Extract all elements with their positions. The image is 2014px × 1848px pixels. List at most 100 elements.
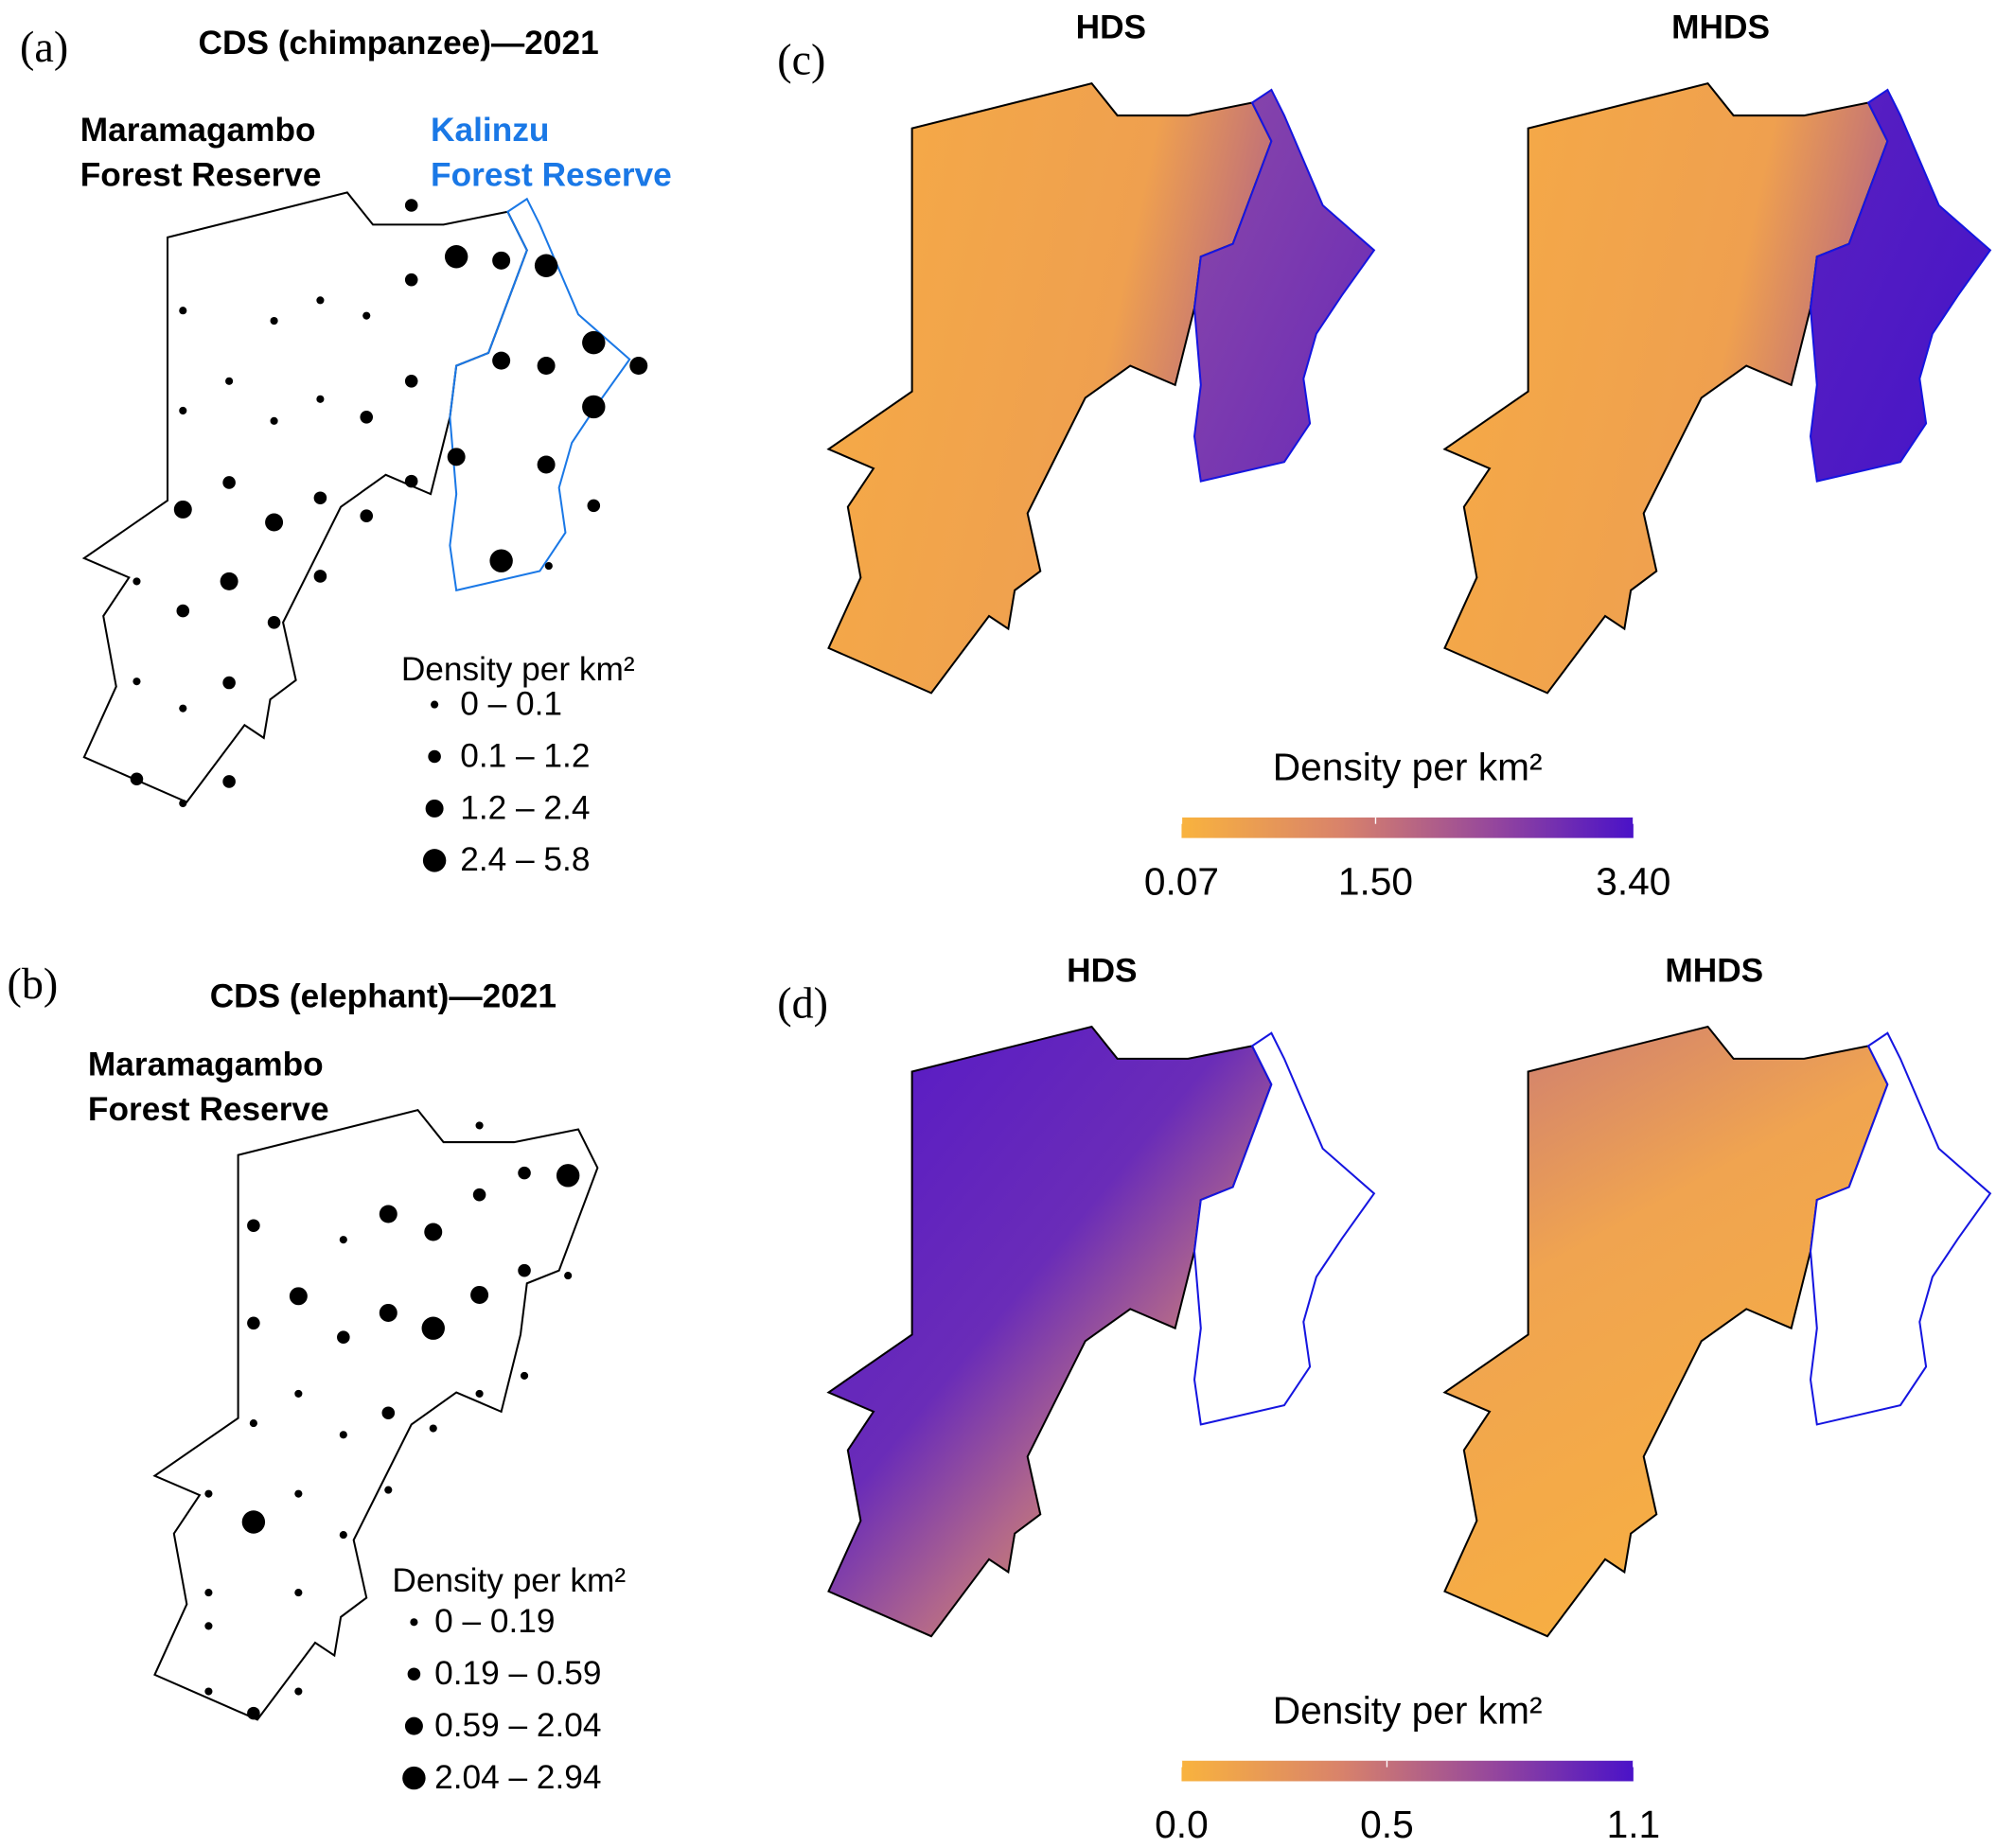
legend-label: 0.59 – 2.04 <box>434 1707 601 1744</box>
survey-point <box>404 375 418 388</box>
survey-point <box>475 1389 484 1398</box>
legend-label: 2.04 – 2.94 <box>434 1759 601 1796</box>
survey-point <box>204 1687 213 1696</box>
survey-point <box>404 199 418 212</box>
map-title: HDS <box>1067 953 1137 990</box>
reserve-label: Maramagambo <box>80 112 316 149</box>
survey-point <box>222 476 236 489</box>
survey-point <box>294 1589 303 1597</box>
survey-point <box>267 616 281 629</box>
reserve-label: Forest Reserve <box>431 157 672 194</box>
legend-symbol <box>402 1766 426 1790</box>
survey-point <box>544 562 553 571</box>
survey-point <box>316 395 325 403</box>
survey-point <box>313 491 327 505</box>
survey-point <box>241 1510 266 1534</box>
colorbar-title: Density per km² <box>1273 746 1543 789</box>
survey-point <box>204 1589 213 1597</box>
survey-point <box>360 411 374 424</box>
panel-title: CDS (chimpanzee)—2021 <box>199 25 599 62</box>
survey-point <box>179 799 187 808</box>
survey-point <box>537 455 556 474</box>
legend-symbol <box>410 1618 418 1627</box>
survey-point <box>270 416 278 425</box>
survey-point <box>247 1316 260 1330</box>
survey-point <box>582 330 606 355</box>
survey-point <box>556 1164 580 1188</box>
survey-point <box>582 395 606 419</box>
survey-point <box>421 1316 445 1340</box>
survey-point <box>564 1272 573 1280</box>
panel-label: (a) <box>20 23 68 71</box>
survey-point <box>204 1489 213 1498</box>
survey-point <box>429 1424 437 1433</box>
legend-label: 0.1 – 1.2 <box>460 737 590 774</box>
survey-point <box>294 1489 303 1498</box>
survey-point <box>520 1371 529 1380</box>
survey-point <box>470 1285 489 1304</box>
survey-point <box>132 577 141 586</box>
survey-point <box>316 296 325 305</box>
panel-label: (c) <box>777 36 825 84</box>
survey-point <box>204 1622 213 1630</box>
survey-point <box>130 772 144 786</box>
survey-point <box>472 1188 486 1202</box>
survey-point <box>379 1205 398 1223</box>
survey-point <box>475 1121 484 1130</box>
survey-point <box>294 1687 303 1696</box>
colorbar <box>1181 817 1634 838</box>
survey-point <box>424 1223 443 1241</box>
survey-point <box>379 1303 398 1322</box>
survey-point <box>447 448 466 466</box>
survey-point <box>404 273 418 287</box>
panel-label: (b) <box>7 959 58 1008</box>
survey-point <box>534 254 558 277</box>
survey-point <box>629 357 648 376</box>
colorbar-tick-label: 1.50 <box>1338 859 1413 903</box>
survey-point <box>294 1389 303 1398</box>
colorbar <box>1181 1760 1634 1782</box>
panel-label: (d) <box>777 979 828 1028</box>
survey-point <box>179 704 187 713</box>
survey-point <box>362 311 371 320</box>
legend-label: 2.4 – 5.8 <box>460 841 590 878</box>
colorbar-tick-label: 1.1 <box>1607 1803 1661 1846</box>
survey-point <box>289 1287 308 1306</box>
legend-symbol <box>428 749 441 764</box>
panel-title: CDS (elephant)—2021 <box>210 978 556 1015</box>
colorbar-tick-label: 0.0 <box>1155 1803 1209 1846</box>
survey-point <box>247 1219 260 1232</box>
map-outlines <box>82 82 1991 1721</box>
survey-point <box>381 1406 396 1420</box>
legend-symbol <box>431 700 439 709</box>
survey-point <box>404 474 418 488</box>
reserve-label: Maramagambo <box>88 1047 324 1083</box>
survey-point <box>179 406 187 415</box>
survey-point <box>587 499 601 513</box>
legend-symbol <box>422 849 447 872</box>
survey-point <box>179 307 187 315</box>
legend-symbol <box>407 1667 421 1681</box>
colorbar-tick-label: 0.5 <box>1360 1803 1414 1846</box>
survey-point <box>384 1486 393 1494</box>
survey-point <box>339 1531 347 1540</box>
survey-point <box>337 1330 350 1344</box>
legend-title: Density per km² <box>392 1562 626 1599</box>
legend-label: 1.2 – 2.4 <box>460 789 590 826</box>
survey-point <box>313 570 327 583</box>
survey-point <box>444 245 468 269</box>
survey-point <box>132 678 141 686</box>
survey-point <box>518 1166 531 1180</box>
survey-point <box>339 1431 347 1439</box>
reserve-label: Forest Reserve <box>88 1091 329 1128</box>
legend-symbol <box>425 799 444 818</box>
survey-point <box>339 1236 347 1244</box>
survey-point <box>265 513 284 532</box>
survey-point <box>360 509 374 522</box>
map-title: MHDS <box>1665 953 1763 990</box>
legend-label: 0 – 0.1 <box>460 685 562 722</box>
survey-point <box>225 377 234 385</box>
survey-point <box>489 549 513 572</box>
survey-point <box>537 357 556 376</box>
legend-title: Density per km² <box>401 651 635 688</box>
